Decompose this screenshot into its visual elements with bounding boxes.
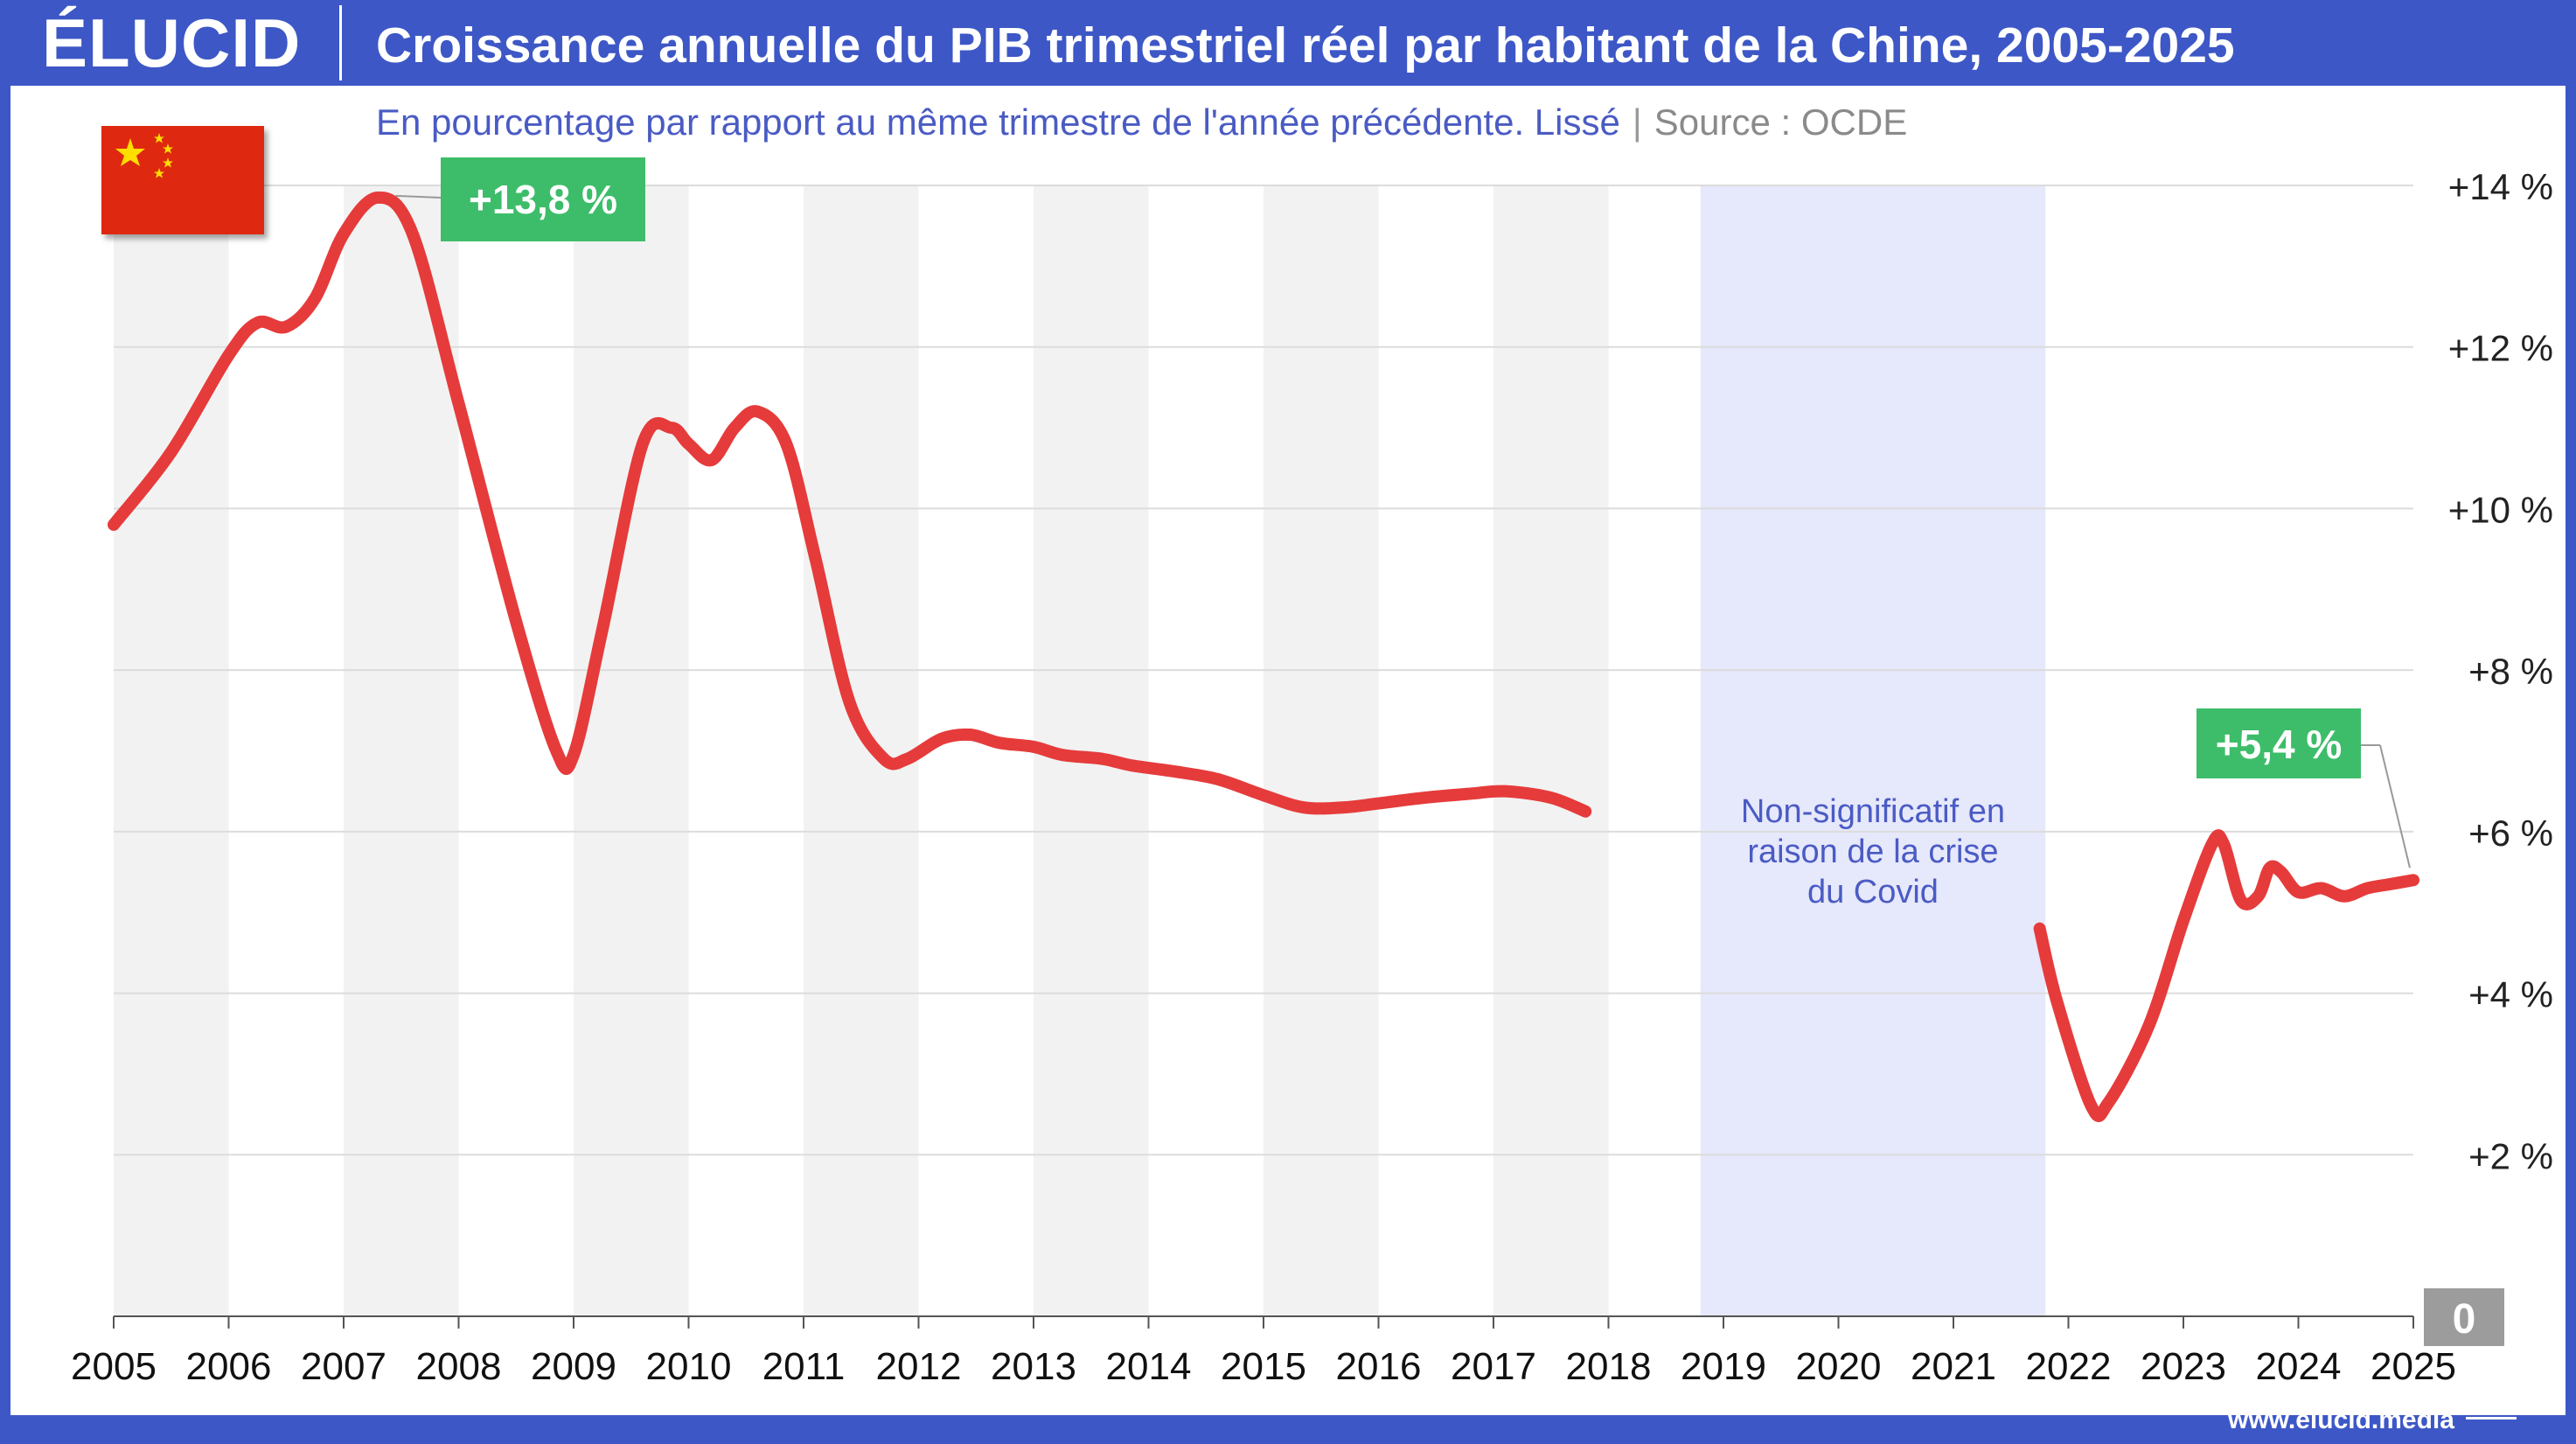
- zero-label: 0: [2453, 1296, 2476, 1343]
- value-label-last: [2197, 708, 2361, 778]
- year-band: [114, 185, 229, 1316]
- value-label-peak: [441, 157, 645, 241]
- x-tick-label: 2025: [2371, 1345, 2456, 1388]
- x-tick-label: 2006: [186, 1345, 272, 1388]
- x-tick-label: 2020: [1796, 1345, 1882, 1388]
- year-band: [344, 185, 459, 1316]
- y-tick-label: +14 %: [2448, 166, 2553, 207]
- chart-subtitle: En pourcentage par rapport au même trime…: [376, 96, 1907, 149]
- y-tick-label: +8 %: [2468, 651, 2553, 692]
- series-line: [108, 191, 1592, 818]
- x-tick-label: 2007: [301, 1345, 386, 1388]
- header-separator: [339, 5, 342, 80]
- x-tick-label: 2015: [1221, 1345, 1306, 1388]
- header-bar: ÉLUCID Croissance annuelle du PIB trimes…: [0, 0, 2576, 86]
- year-band: [1264, 185, 1379, 1316]
- elucid-logo-icon: [2466, 1392, 2517, 1420]
- x-tick-label: 2022: [2026, 1345, 2112, 1388]
- subtitle-text: En pourcentage par rapport au même trime…: [376, 101, 1620, 143]
- elucid-logo: ÉLUCID: [42, 4, 302, 81]
- y-tick-label: +4 %: [2468, 974, 2553, 1015]
- china-flag-icon: [101, 126, 264, 234]
- y-tick-label: +2 %: [2468, 1135, 2553, 1176]
- x-tick-label: 2010: [646, 1345, 732, 1388]
- x-tick-label: 2014: [1106, 1345, 1192, 1388]
- x-tick-label: 2023: [2141, 1345, 2226, 1388]
- covid-note: raison de la crise: [1747, 834, 1998, 870]
- y-tick-label: +6 %: [2468, 813, 2553, 854]
- x-tick-label: 2013: [991, 1345, 1076, 1388]
- year-band: [1493, 185, 1609, 1316]
- subtitle-separator: |: [1632, 101, 1642, 143]
- x-tick-label: 2019: [1681, 1345, 1766, 1388]
- annotation-leader: [2379, 744, 2411, 868]
- year-band: [574, 185, 689, 1316]
- covid-band: [1700, 185, 2046, 1316]
- page-title: Croissance annuelle du PIB trimestriel r…: [376, 17, 2235, 73]
- value-label-last-text: +5,4 %: [2216, 722, 2343, 767]
- x-tick-label: 2021: [1911, 1345, 1996, 1388]
- y-tick-label: +12 %: [2448, 328, 2553, 369]
- x-tick-label: 2024: [2256, 1345, 2342, 1388]
- x-tick-label: 2011: [762, 1345, 846, 1388]
- source-label: Source : OCDE: [1654, 101, 1908, 143]
- value-label-peak-text: +13,8 %: [469, 177, 617, 222]
- x-tick-label: 2017: [1451, 1345, 1536, 1388]
- zero-badge: [2424, 1288, 2504, 1346]
- covid-note: du Covid: [1807, 874, 1939, 910]
- y-tick-label: +10 %: [2448, 489, 2553, 530]
- year-band: [804, 185, 919, 1316]
- x-tick-label: 2005: [71, 1345, 157, 1388]
- series-line: [2033, 829, 2419, 1122]
- x-tick-label: 2016: [1336, 1345, 1422, 1388]
- x-tick-label: 2008: [416, 1345, 502, 1388]
- footer-url[interactable]: www.elucid.media: [2228, 1406, 2454, 1434]
- x-tick-label: 2018: [1566, 1345, 1652, 1388]
- annotation-leader: [395, 194, 442, 199]
- x-tick-label: 2009: [531, 1345, 616, 1388]
- covid-note: Non-significatif en: [1741, 793, 2005, 830]
- x-tick-label: 2012: [876, 1345, 962, 1388]
